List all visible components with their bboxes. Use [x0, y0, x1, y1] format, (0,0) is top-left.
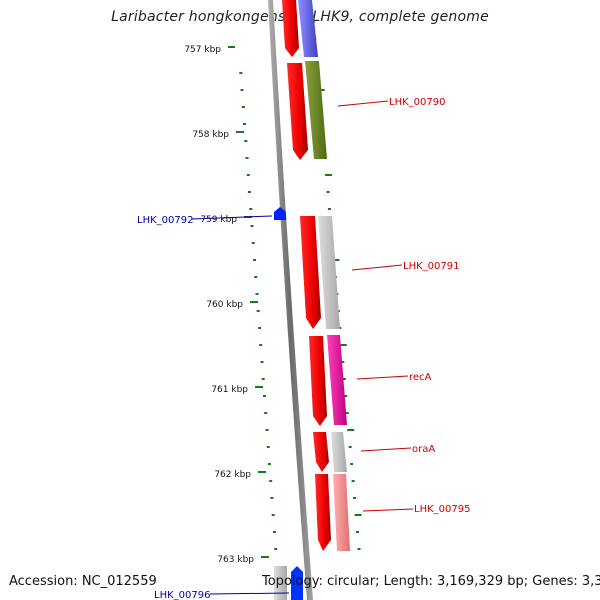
scale-minor-tick [353, 497, 357, 499]
scale-minor-tick [248, 191, 251, 193]
gene-feature-olive[interactable] [305, 61, 327, 159]
scale-minor-tick [357, 548, 361, 550]
leader-line [351, 264, 403, 271]
leader-line [337, 100, 389, 107]
scale-minor-tick [332, 259, 340, 261]
leader-line [360, 447, 412, 452]
scale-minor-tick [250, 225, 254, 227]
tick-label-759: 759 kbp [200, 215, 237, 225]
gene-label-lhk00791[interactable]: LHK_00791 [403, 261, 459, 272]
scale-minor-tick [341, 361, 345, 363]
scale-minor-tick [246, 174, 250, 176]
scale-minor-tick [249, 208, 253, 210]
inner-scale-ticks [239, 72, 278, 550]
genome-backbone [268, 0, 313, 600]
cog-track [298, 0, 350, 551]
leader-line [356, 375, 409, 380]
scale-minor-tick [347, 429, 355, 431]
accession-text: Accession: NC_012559 [9, 574, 157, 589]
scale-minor-tick [258, 327, 261, 329]
scale-minor-tick [251, 242, 255, 244]
genome-info-text: Topology: circular; Length: 3,169,329 bp… [262, 574, 600, 589]
cds-feature[interactable] [287, 63, 308, 160]
gene-label-lhk00790[interactable]: LHK_00790 [389, 97, 445, 108]
scale-minor-tick [253, 259, 256, 261]
cds-feature[interactable] [282, 0, 299, 57]
scale-minor-tick [339, 344, 347, 346]
tick-label-758: 758 kbp [192, 130, 229, 140]
cds-feature[interactable] [309, 336, 327, 426]
scale-minor-tick [270, 497, 274, 499]
tick-label-762: 762 kbp [214, 470, 251, 480]
gene-feature-lhk00792[interactable] [274, 207, 286, 220]
scale-minor-tick [239, 72, 243, 74]
scale-minor-tick [328, 208, 331, 210]
gene-label-reca[interactable]: recA [409, 372, 432, 383]
scale-minor-tick [244, 140, 248, 142]
cds-track [282, 0, 331, 551]
scale-minor-tick [354, 514, 362, 516]
scale-minor-tick [350, 463, 354, 465]
cds-feature[interactable] [313, 432, 329, 472]
scale-minor-tick [348, 446, 352, 448]
scale-minor-tick [254, 276, 258, 278]
gene-feature-gray[interactable] [318, 216, 340, 329]
gene-feature-pink[interactable] [333, 474, 350, 551]
scale-minor-tick [326, 191, 330, 193]
gene-feature-magenta[interactable] [327, 335, 347, 425]
scale-minor-tick [345, 412, 349, 414]
gene-label-oraa[interactable]: oraA [412, 444, 435, 455]
scale-minor-tick [259, 344, 263, 346]
scale-minor-tick [344, 395, 348, 397]
scale-minor-tick [272, 531, 276, 533]
tick-label-760: 760 kbp [206, 300, 243, 310]
scale-minor-tick [266, 446, 270, 448]
scale-minor-tick [325, 174, 333, 176]
scale-minor-tick [255, 293, 259, 295]
scale-minor-tick [265, 429, 269, 431]
scale-minor-tick [274, 548, 278, 550]
cds-feature[interactable] [315, 474, 331, 551]
scale-minor-tick [260, 361, 264, 363]
leader-line [209, 592, 290, 595]
tick-label-757: 757 kbp [184, 45, 221, 55]
gene-label-lhk00796[interactable]: LHK_00796 [154, 590, 210, 600]
gene-label-lhk00792[interactable]: LHK_00792 [137, 215, 193, 226]
scale-minor-tick [351, 480, 355, 482]
scale-minor-tick [342, 378, 346, 380]
scale-minor-tick [241, 106, 245, 108]
cds-feature[interactable] [300, 216, 321, 329]
scale-minor-tick [263, 395, 266, 397]
scale-minor-tick [261, 378, 265, 380]
gene-feature-gray[interactable] [331, 432, 347, 472]
scale-minor-tick [245, 157, 249, 159]
scale-minor-tick [268, 463, 271, 465]
gene-feature-lhk00796[interactable] [291, 566, 303, 600]
scale-minor-tick [271, 514, 275, 516]
gene-label-lhk00795[interactable]: LHK_00795 [414, 504, 470, 515]
tick-label-761: 761 kbp [211, 385, 248, 395]
gene-feature-gray-bottom[interactable] [274, 566, 287, 600]
scale-minor-tick [240, 89, 244, 91]
tick-label-763: 763 kbp [217, 555, 254, 565]
scale-minor-tick [256, 310, 260, 312]
leader-line [191, 215, 273, 220]
scale-minor-tick [243, 123, 246, 125]
leader-line [362, 508, 414, 512]
gene-feature-blue[interactable] [298, 0, 318, 57]
scale-minor-tick [269, 480, 273, 482]
scale-minor-tick [356, 531, 359, 533]
scale-minor-tick [264, 412, 268, 414]
